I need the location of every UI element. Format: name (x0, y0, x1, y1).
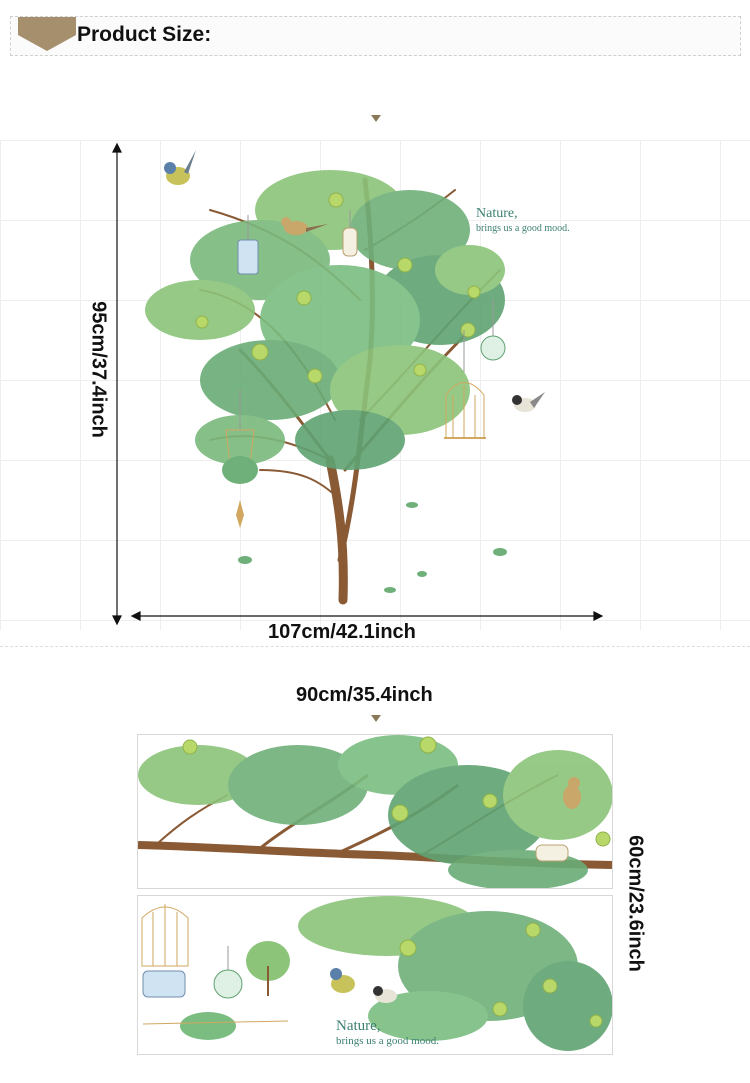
hanging-basket-icon (142, 1012, 289, 1040)
bird-icon (164, 150, 196, 185)
marker-arrow-icon (371, 715, 381, 722)
bird-icon (512, 392, 545, 412)
height-dimension-line (112, 142, 122, 626)
bird-icon (373, 986, 397, 1003)
hanging-lantern-icon (535, 844, 569, 862)
product-size-header: Product Size: (10, 16, 741, 56)
nature-quote-line2: brings us a good mood. (476, 223, 570, 234)
height-dimension-label: 95cm/37.4inch (87, 301, 110, 438)
sheet-width-label: 90cm/35.4inch (296, 684, 433, 706)
hanging-jar-icon (237, 215, 259, 275)
hanging-basket-icon (222, 390, 258, 528)
birdcage-icon (444, 330, 486, 439)
birdcage-icon (141, 904, 189, 967)
nature-quote-sheet-line2: brings us a good mood. (336, 1035, 439, 1047)
marker-arrow-icon (371, 115, 381, 122)
jar-icon (142, 970, 186, 998)
bird-icon (563, 777, 581, 809)
globe-terrarium-icon (213, 946, 243, 999)
sticker-sheet-1 (137, 734, 613, 889)
tree-foliage (145, 170, 505, 470)
ribbon-badge-icon (18, 17, 76, 51)
hanging-lantern-icon (342, 210, 358, 257)
nature-quote-line1: Nature, (476, 206, 518, 221)
mini-tree-icon (246, 941, 290, 996)
nature-quote: Nature, brings us a good mood. (476, 206, 570, 234)
nature-quote-sheet-line1: Nature, (336, 1018, 381, 1034)
falling-leaves (238, 502, 507, 593)
sticker-sheet-2: Nature, brings us a good mood. (137, 895, 613, 1055)
globe-terrarium-icon (480, 300, 506, 361)
header-title: Product Size: (77, 23, 212, 46)
decorations-illustration (141, 896, 612, 1051)
width-dimension-line (130, 611, 604, 621)
sheet-height-label: 60cm/23.6inch (624, 835, 647, 972)
bird-icon (281, 217, 328, 235)
section-divider (0, 646, 750, 647)
nature-quote-sheet: Nature, brings us a good mood. (336, 1018, 439, 1047)
branch-illustration (138, 735, 612, 888)
width-dimension-label: 107cm/42.1inch (268, 621, 416, 643)
apple-fruits (195, 192, 481, 384)
tree-illustration (112, 142, 604, 626)
bird-icon (330, 968, 355, 993)
